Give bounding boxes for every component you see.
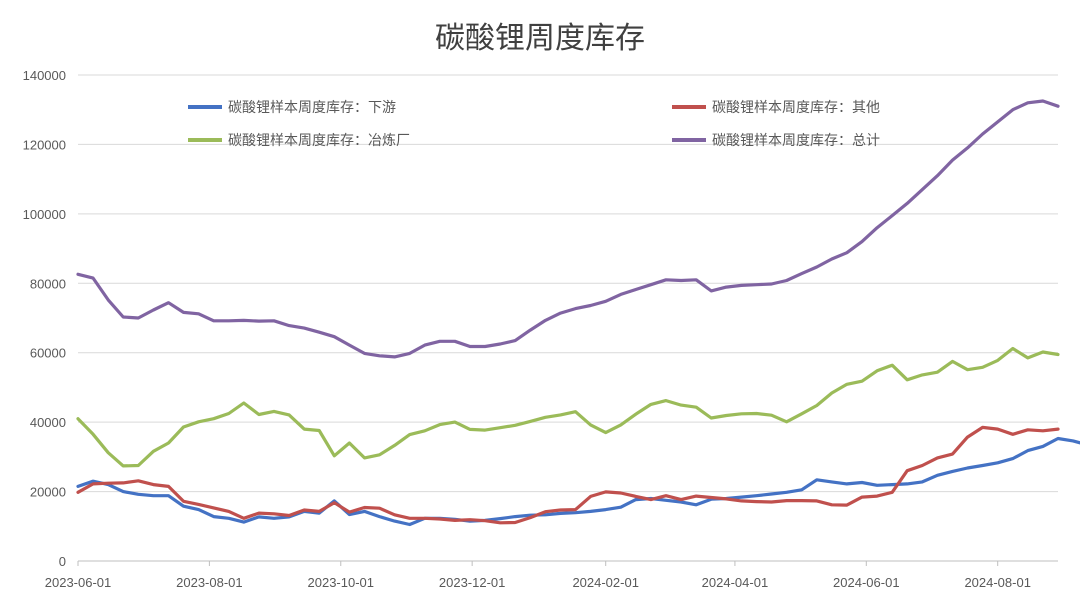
y-tick-label: 100000 — [23, 207, 66, 222]
x-tick-label: 2023-10-01 — [308, 575, 375, 590]
x-tick-label: 2024-06-01 — [833, 575, 900, 590]
y-axis: 0 20000 40000 60000 80000 100000 120000 140000 — [23, 68, 66, 569]
legend-label-3: 碳酸锂样本周度库存：总计 — [712, 133, 880, 149]
x-tick-label: 2024-08-01 — [964, 575, 1031, 590]
y-tick-label: 80000 — [30, 276, 66, 291]
series-line-2 — [76, 346, 1060, 468]
y-tick-label: 0 — [59, 554, 66, 569]
series-line-1 — [76, 425, 1060, 525]
x-tick-label: 2024-04-01 — [702, 575, 769, 590]
y-tick-label: 40000 — [30, 415, 66, 430]
x-tick-label: 2024-02-01 — [572, 575, 639, 590]
legend-label-2: 碳酸锂样本周度库存：冶炼厂 — [228, 133, 410, 149]
y-tick-label: 140000 — [23, 68, 66, 83]
x-axis: 2023-06-01 2023-08-01 2023-10-01 2023-12-01… — [45, 560, 1058, 590]
y-tick-label: 20000 — [30, 485, 66, 500]
x-tick-label: 2023-06-01 — [45, 575, 112, 590]
series-line-3 — [76, 99, 1060, 359]
x-tick-label: 2023-12-01 — [439, 575, 506, 590]
chart-title: 碳酸锂周度库存 — [435, 21, 645, 56]
series-line-0 — [76, 436, 1080, 527]
y-tick-label: 120000 — [23, 137, 66, 152]
legend-label-1: 碳酸锂样本周度库存：其他 — [712, 100, 880, 116]
y-tick-label: 60000 — [30, 346, 66, 361]
x-tick-label: 2023-08-01 — [176, 575, 243, 590]
legend-label-0: 碳酸锂样本周度库存：下游 — [228, 100, 396, 116]
gridlines — [78, 74, 1058, 562]
series-lines — [76, 99, 1080, 527]
